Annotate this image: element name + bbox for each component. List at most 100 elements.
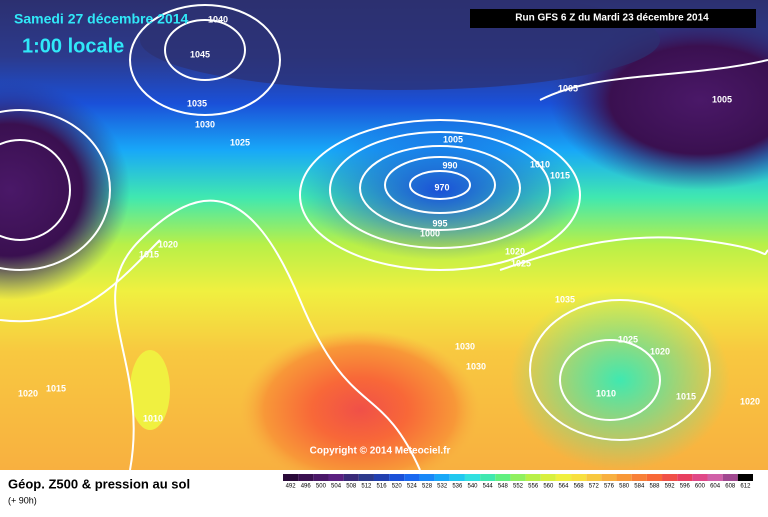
- colorbar-cell: [449, 474, 465, 481]
- colorbar-cell: [525, 474, 541, 481]
- colorbar-label: 528: [422, 484, 433, 490]
- isobar-label: 1005: [712, 94, 732, 104]
- colorbar-label: 564: [558, 484, 569, 490]
- colorbar-label: 568: [574, 484, 585, 490]
- isobar-label: 1015: [676, 391, 696, 401]
- colorbar-label: 520: [392, 484, 403, 490]
- colorbar-cell: [313, 474, 329, 481]
- colorbar-cell: [419, 474, 435, 481]
- footer-lead: (+ 90h): [8, 495, 37, 505]
- colorbar-label: 532: [437, 484, 448, 490]
- colorbar-label: 604: [710, 484, 721, 490]
- colorbar-cell: [389, 474, 405, 481]
- colorbar-cell: [343, 474, 359, 481]
- colorbar-label: 588: [649, 484, 660, 490]
- colorbar-cell: [662, 474, 678, 481]
- colorbar-label: 496: [301, 484, 312, 490]
- colorbar-label: 516: [377, 484, 388, 490]
- colorbar-label: 580: [619, 484, 630, 490]
- colorbar-label: 584: [634, 484, 645, 490]
- isobar-label: 1025: [230, 137, 250, 147]
- isobar-label: 1035: [187, 98, 207, 108]
- isobar-label: 1015: [139, 249, 159, 259]
- colorbar-cell: [434, 474, 450, 481]
- colorbar-label: 592: [665, 484, 676, 490]
- isobar-label: 970: [434, 182, 449, 192]
- date: Samedi 27 décembre 2014: [14, 11, 189, 27]
- colorbar-cell: [601, 474, 617, 481]
- colorbar-cell: [358, 474, 374, 481]
- time: 1:00 locale: [22, 35, 124, 57]
- colorbar-cell: [737, 474, 753, 481]
- isobar-label: 1025: [618, 334, 638, 344]
- colorbar-cell: [616, 474, 632, 481]
- isobar-label: 1000: [420, 228, 440, 238]
- colorbar-label: 500: [316, 484, 327, 490]
- isobar-label: 1020: [505, 246, 525, 256]
- colorbar-cell: [495, 474, 511, 481]
- isobar-label: 1020: [18, 388, 38, 398]
- colorbar-cell: [586, 474, 602, 481]
- isobar-label: 1040: [208, 14, 228, 24]
- colorbar-cell: [677, 474, 693, 481]
- isobar-label: 995: [432, 218, 447, 228]
- colorbar-cell: [555, 474, 572, 481]
- copyright: Copyright © 2014 Meteociel.fr: [310, 446, 451, 457]
- colorbar-label: 572: [589, 484, 600, 490]
- colorbar-cell: [631, 474, 647, 481]
- colorbar-label: 612: [740, 484, 751, 490]
- colorbar-label: 536: [452, 484, 463, 490]
- isobar-label: 1005: [443, 134, 463, 144]
- isobar-label: 1020: [740, 396, 760, 406]
- isobar-label: 1020: [650, 346, 670, 356]
- colorbar: 492 496 500 504 508 512 516 520 524 528 532 536 540 5…: [283, 474, 753, 490]
- colorbar-cell: [404, 474, 420, 481]
- colorbar-cell: [571, 474, 587, 481]
- colorbar-label: 492: [286, 484, 297, 490]
- colorbar-cell: [328, 474, 344, 481]
- colorbar-label: 540: [468, 484, 479, 490]
- colorbar-label: 560: [543, 484, 554, 490]
- isobar-label: 990: [442, 160, 457, 170]
- colorbar-label: 512: [361, 484, 372, 490]
- footer-title: Géop. Z500 & pression au sol: [8, 476, 190, 491]
- colorbar-label: 596: [680, 484, 691, 490]
- colorbar-cell: [646, 474, 663, 481]
- colorbar-label: 556: [528, 484, 539, 490]
- isobar-label: 1045: [190, 49, 210, 59]
- colorbar-label: 544: [483, 484, 494, 490]
- colorbar-label: 600: [695, 484, 706, 490]
- colorbar-label: 608: [725, 484, 736, 490]
- isobar-label: 1030: [466, 361, 486, 371]
- colorbar-cell: [464, 474, 481, 481]
- colorbar-cell: [692, 474, 708, 481]
- colorbar-cell: [283, 474, 299, 481]
- isobar-label: 1030: [195, 119, 215, 129]
- isobar-label: 1010: [143, 413, 163, 423]
- colorbar-cell: [707, 474, 723, 481]
- run-box: [470, 9, 756, 28]
- isobar-label: 1015: [550, 170, 570, 180]
- isobar-label: 1010: [596, 388, 616, 398]
- isobar-label: 1015: [46, 383, 66, 393]
- colorbar-label: 576: [604, 484, 615, 490]
- colorbar-label: 508: [346, 484, 357, 490]
- colorbar-label: 504: [331, 484, 342, 490]
- colorbar-label: 552: [513, 484, 524, 490]
- colorbar-cell: [373, 474, 390, 481]
- run-info: Run GFS 6 Z du Mardi 23 décembre 2014: [515, 13, 709, 24]
- colorbar-cell: [540, 474, 556, 481]
- colorbar-cell: [480, 474, 496, 481]
- isobar-label: 1025: [511, 258, 531, 268]
- isobar-label: 1020: [158, 239, 178, 249]
- isobar-label: 1035: [555, 294, 575, 304]
- isobar-label: 1005: [558, 83, 578, 93]
- colorbar-label: 524: [407, 484, 418, 490]
- colorbar-cell: [722, 474, 738, 481]
- isobars: [0, 4, 768, 471]
- map-field: [0, 0, 768, 490]
- isobar-label: 1030: [455, 341, 475, 351]
- colorbar-cell: [298, 474, 314, 481]
